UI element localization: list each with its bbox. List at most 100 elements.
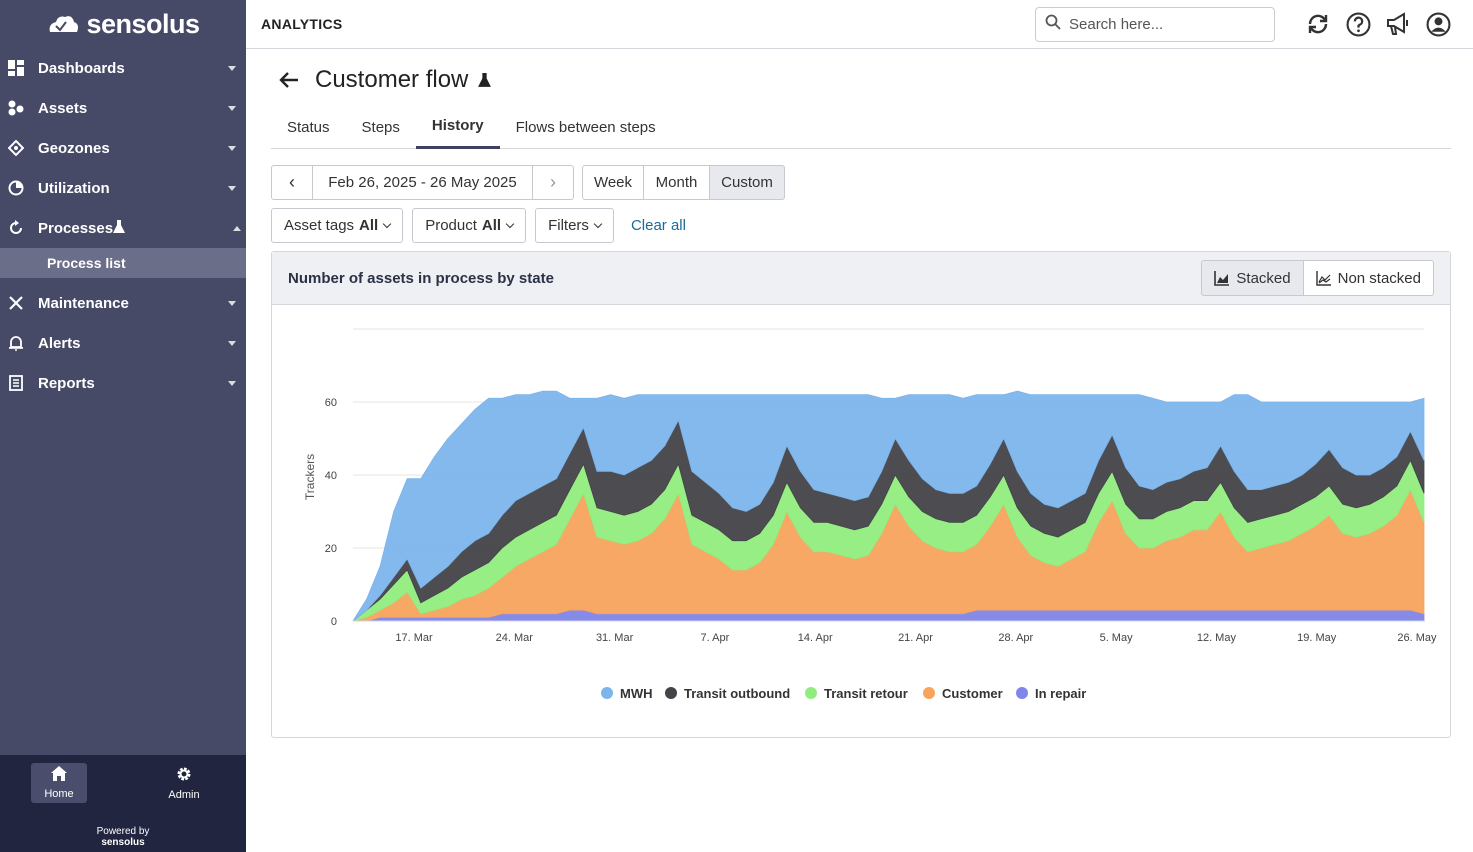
legend-marker: [665, 687, 677, 699]
sidebar: sensolus Dashboards Assets Geozones Util…: [0, 0, 246, 852]
logo[interactable]: sensolus: [0, 0, 246, 48]
search-input[interactable]: [1069, 16, 1259, 33]
sensolus-logo-icon: [50, 16, 79, 32]
y-tick-label: 0: [331, 616, 337, 628]
asset-tags-filter[interactable]: Asset tags All: [271, 208, 404, 243]
search-box[interactable]: [1035, 7, 1275, 42]
reports-icon: [8, 375, 24, 391]
powered-by-brand: sensolus: [101, 837, 145, 848]
sidebar-item-label: Geozones: [38, 139, 110, 157]
user-account-icon[interactable]: [1425, 11, 1451, 37]
sidebar-item-processes[interactable]: Processes: [0, 208, 246, 248]
bell-icon: [8, 335, 24, 351]
tab-status[interactable]: Status: [287, 118, 330, 136]
home-button[interactable]: Home: [31, 763, 87, 803]
legend-marker: [1016, 687, 1028, 699]
next-period-button[interactable]: ›: [533, 165, 574, 200]
filters-dropdown[interactable]: Filters: [535, 208, 614, 243]
legend-item[interactable]: In repair: [1016, 686, 1086, 701]
legend-label: In repair: [1035, 686, 1086, 701]
product-filter[interactable]: Product All: [412, 208, 527, 243]
x-tick-label: 19. May: [1297, 632, 1337, 644]
range-month-button[interactable]: Month: [644, 165, 710, 200]
chart-panel: Number of assets in process by state Sta…: [271, 251, 1451, 738]
product-label: Product: [425, 217, 477, 234]
search-icon: [1045, 14, 1061, 35]
y-tick-label: 20: [325, 543, 337, 555]
tab-history[interactable]: History: [415, 111, 500, 149]
legend-item[interactable]: Transit retour: [805, 686, 908, 701]
home-label: Home: [44, 788, 74, 800]
admin-label: Admin: [168, 788, 200, 801]
line-chart-icon: [1315, 270, 1332, 286]
caret-down-icon: [228, 380, 236, 386]
product-value: All: [481, 217, 502, 234]
maintenance-icon: [8, 295, 24, 311]
refresh-icon[interactable]: [1305, 11, 1331, 37]
legend-item[interactable]: Customer: [923, 686, 1003, 701]
admin-button[interactable]: Admin: [156, 763, 212, 803]
utilization-icon: [8, 180, 24, 196]
legend-marker: [805, 687, 817, 699]
stacked-area-chart-icon: [1214, 270, 1230, 286]
processes-icon: [8, 220, 24, 236]
non-stacked-button[interactable]: Non stacked: [1303, 260, 1434, 296]
topbar: ANALYTICS: [246, 0, 1473, 49]
sidebar-item-maintenance[interactable]: Maintenance: [0, 283, 246, 323]
sidebar-item-label: Utilization: [38, 179, 110, 197]
home-icon: [51, 766, 67, 785]
sidebar-item-utilization[interactable]: Utilization: [0, 168, 246, 208]
legend-item[interactable]: Transit outbound: [665, 686, 790, 701]
x-tick-label: 12. May: [1197, 632, 1237, 644]
tab-steps[interactable]: Steps: [361, 118, 400, 136]
caret-down-icon: [228, 185, 236, 191]
sidebar-item-alerts[interactable]: Alerts: [0, 323, 246, 363]
logo-text: sensolus: [86, 8, 200, 39]
back-arrow-icon[interactable]: [279, 71, 299, 89]
range-selector: Week Month Custom: [582, 165, 785, 200]
caret-down-icon: [228, 145, 236, 151]
tab-flows-between-steps[interactable]: Flows between steps: [515, 118, 656, 136]
geozone-icon: [8, 140, 24, 156]
help-icon[interactable]: [1345, 11, 1371, 37]
x-tick-label: 28. Apr: [998, 632, 1033, 644]
legend-item[interactable]: MWH: [601, 686, 653, 701]
axis-layer: 0 20 40 60 17. Mar 24. Mar 31. Mar 7. Apr 14. Ap…: [325, 397, 1437, 644]
previous-period-button[interactable]: ‹: [271, 165, 313, 200]
chevron-down-icon: [593, 219, 603, 228]
legend-marker: [601, 687, 613, 699]
section-title: ANALYTICS: [261, 16, 343, 32]
gear-icon: [176, 766, 192, 786]
non-stacked-label: Non stacked: [1337, 269, 1421, 287]
stacked-button[interactable]: Stacked: [1201, 260, 1304, 296]
legend-label: MWH: [620, 686, 653, 701]
date-range-display[interactable]: Feb 26, 2025 - 26 May 2025: [313, 165, 533, 200]
y-tick-label: 60: [325, 397, 337, 409]
chart-panel-header: Number of assets in process by state Sta…: [272, 252, 1450, 305]
sidebar-item-label: Alerts: [38, 334, 81, 352]
sidebar-item-assets[interactable]: Assets: [0, 88, 246, 128]
asset-tags-value: All: [359, 217, 379, 234]
filters-label: Filters: [548, 217, 589, 234]
x-tick-label: 14. Apr: [798, 632, 833, 644]
range-custom-button[interactable]: Custom: [710, 165, 785, 200]
x-tick-label: 21. Apr: [898, 632, 933, 644]
page-title: Customer flow: [315, 66, 469, 93]
clear-all-link[interactable]: Clear all: [630, 217, 686, 234]
tabs: Status Steps History Flows between steps: [271, 111, 1451, 149]
caret-up-icon: [233, 225, 242, 231]
x-tick-label: 24. Mar: [496, 632, 534, 644]
sidebar-item-dashboards[interactable]: Dashboards: [0, 48, 246, 88]
x-tick-label: 5. May: [1100, 632, 1134, 644]
sidebar-item-label: Assets: [38, 99, 88, 117]
sidebar-item-label: Maintenance: [38, 294, 129, 312]
sidebar-item-geozones[interactable]: Geozones: [0, 128, 246, 168]
stack-mode-toggle: Stacked Non stacked: [1201, 260, 1434, 296]
legend-label: Transit outbound: [684, 686, 790, 701]
sidebar-subitem-process-list[interactable]: Process list: [0, 248, 246, 278]
sidebar-item-reports[interactable]: Reports: [0, 363, 246, 403]
area-series-mwh[interactable]: [352, 390, 1425, 622]
megaphone-icon[interactable]: [1385, 11, 1411, 37]
range-week-button[interactable]: Week: [582, 165, 644, 200]
legend-marker: [923, 687, 935, 699]
